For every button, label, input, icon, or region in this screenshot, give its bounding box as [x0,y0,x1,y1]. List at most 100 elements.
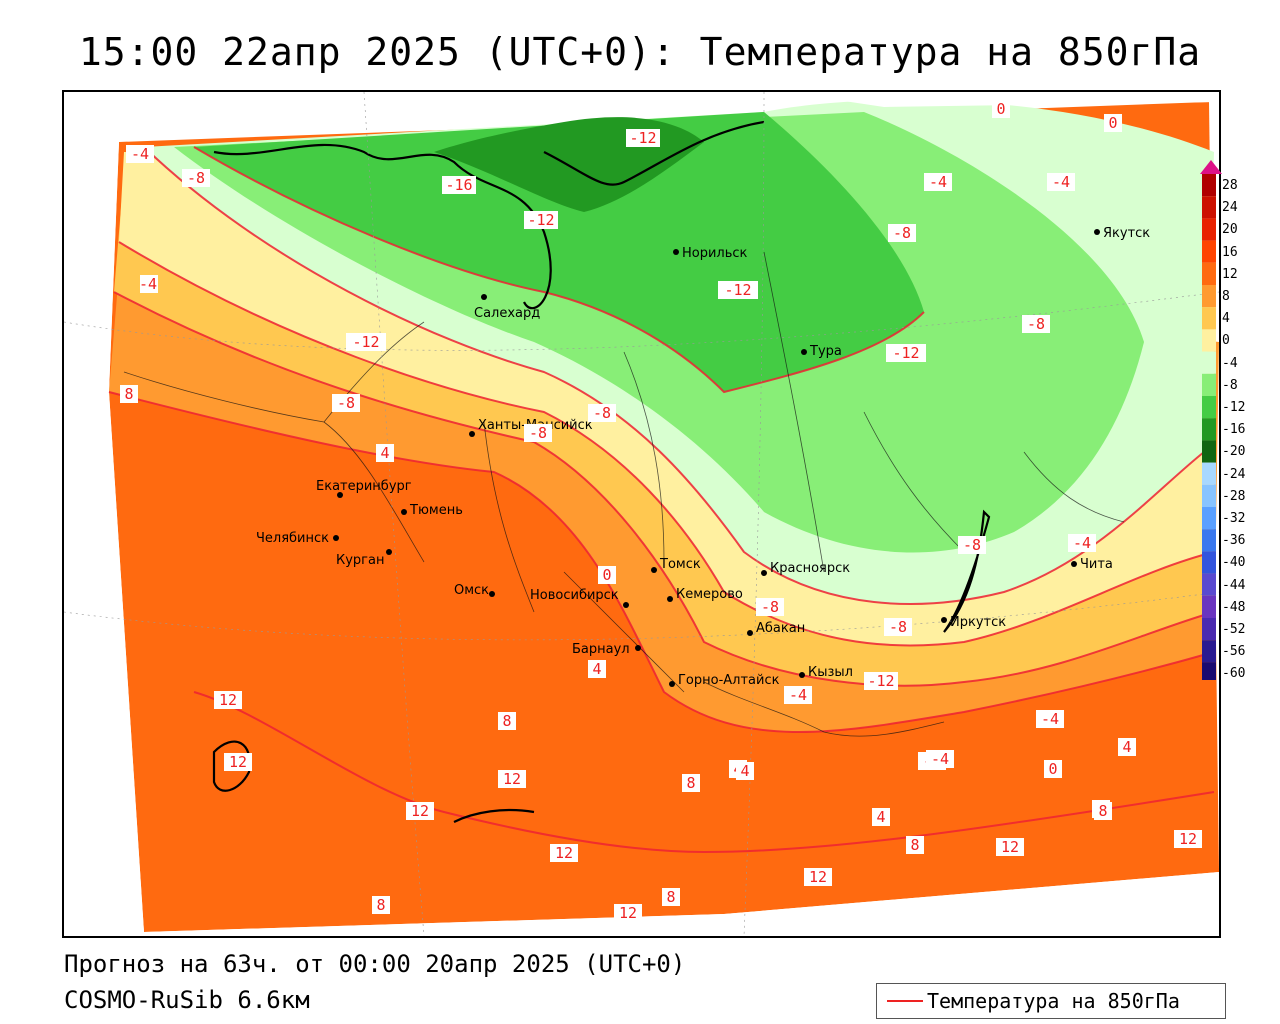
contour-label: -12 [864,672,898,690]
svg-text:Якутск: Якутск [1103,226,1150,241]
svg-text:8: 8 [1098,802,1107,820]
contour-label: 8 [372,896,390,914]
svg-text:Тюмень: Тюмень [409,503,463,518]
city-chelyabinsk: Челябинск [256,531,339,546]
scale-tick-label: -4 [1222,355,1238,371]
svg-text:-8: -8 [187,169,205,187]
svg-text:Иркутск: Иркутск [950,615,1006,630]
isotherms [108,146,1215,854]
scale-tick-label: -52 [1222,622,1246,637]
svg-text:12: 12 [1179,830,1197,848]
svg-text:Тура: Тура [809,344,842,359]
contour-label: -8 [756,598,784,616]
svg-text:Челябинск: Челябинск [256,531,329,546]
svg-text:-8: -8 [593,404,611,422]
contour-label: 0 [1104,114,1122,132]
map-canvas[interactable]: Норильск Якутск Салехард Тура Ханты-Манс… [62,90,1221,938]
svg-text:Кызыл: Кызыл [808,665,853,680]
svg-text:4: 4 [592,660,601,678]
scale-tick-label: -8 [1222,377,1238,393]
outside-domain-w [64,142,144,936]
scale-tick-label: 16 [1222,244,1238,260]
scale-tick-label: -12 [1222,400,1246,415]
contour-label: -4 [924,173,952,191]
city-chita: Чита [1071,557,1113,572]
scale-swatch [1202,285,1216,308]
svg-text:-12: -12 [352,333,379,351]
scale-swatch [1202,262,1216,285]
contour-label: -12 [346,333,386,351]
city-omsk: Омск [454,583,495,598]
contour-label: -8 [332,394,360,412]
scale-swatch [1202,351,1216,374]
svg-text:-4: -4 [1041,710,1059,728]
svg-text:0: 0 [996,100,1005,118]
scale-swatch [1202,218,1216,241]
legend-line-swatch [887,1000,923,1002]
temperature-map: Норильск Якутск Салехард Тура Ханты-Манс… [64,92,1219,936]
svg-text:8: 8 [376,896,385,914]
contour-label: 8 [906,836,924,854]
svg-text:-12: -12 [867,672,894,690]
outside-domain-s [64,872,1219,936]
svg-text:-8: -8 [963,536,981,554]
svg-text:4: 4 [740,762,749,780]
contour-label: 12 [804,868,832,886]
svg-text:Екатеринбург: Екатеринбург [316,479,412,494]
contour-label: 8 [662,888,680,906]
svg-text:-4: -4 [789,686,807,704]
svg-text:Барнаул: Барнаул [572,642,630,657]
contour-label: 0 [1044,760,1062,778]
contour-label: 0 [992,100,1010,118]
svg-text:12: 12 [229,753,247,771]
city-kemerovo: Кемерово [667,587,743,602]
svg-text:-4: -4 [1052,173,1070,191]
svg-text:-4: -4 [931,750,949,768]
svg-text:0: 0 [1108,114,1117,132]
scale-swatch [1202,595,1216,618]
city-ekaterinburg: Екатеринбург [316,479,412,498]
city-yakutsk: Якутск [1094,226,1150,241]
contour-label: 8 [498,712,516,730]
contour-label: 4 [588,660,606,678]
contour-label: -12 [886,344,926,362]
scale-swatch [1202,640,1216,663]
outside-domain-nw [64,92,204,152]
svg-text:-4: -4 [929,173,947,191]
svg-text:12: 12 [809,868,827,886]
scale-swatch [1202,462,1216,485]
svg-text:12: 12 [219,691,237,709]
city-kyzyl: Кызыл [799,665,853,680]
svg-text:Новосибирск: Новосибирск [530,588,619,603]
svg-text:-12: -12 [724,281,751,299]
svg-text:4: 4 [1122,738,1131,756]
scale-tick-label: -36 [1222,533,1246,549]
scale-swatch [1202,529,1216,552]
scale-swatch [1202,418,1216,441]
region-borders [123,251,1125,737]
scale-swatch [1202,396,1216,419]
scale-swatch [1202,373,1216,396]
contour-label: 12 [224,753,252,771]
scale-tick-label: -44 [1222,577,1246,593]
svg-text:Курган: Курган [336,553,384,568]
scale-swatch [1202,484,1216,507]
svg-text:8: 8 [686,774,695,792]
contour-label: 8 [120,385,138,403]
scale-tick-label: -28 [1222,488,1246,504]
scale-tick-label: -40 [1222,555,1246,571]
contour-label: 12 [214,691,242,709]
city-kurgan: Курган [336,549,392,568]
forecast-caption: Прогноз на 63ч. от 00:00 20апр 2025 (UTC… [64,950,686,978]
svg-text:-8: -8 [1027,315,1045,333]
scale-tick-label: -48 [1222,599,1246,615]
contour-label: 12 [996,838,1024,856]
scale-tick-label: 8 [1222,289,1230,304]
legend: Температура на 850гПа [876,983,1226,1019]
svg-text:Абакан: Абакан [756,621,805,636]
svg-text:-4: -4 [131,145,149,163]
scale-swatch [1202,618,1216,641]
svg-text:8: 8 [910,836,919,854]
svg-text:-8: -8 [889,618,907,636]
city-novosibirsk: Новосибирск [530,588,629,608]
